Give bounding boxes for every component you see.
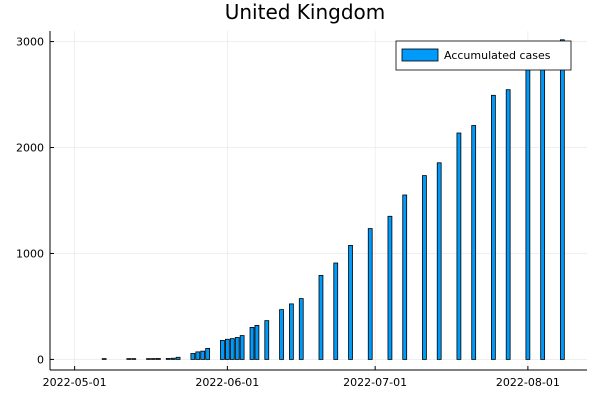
bar bbox=[175, 356, 181, 360]
bar bbox=[249, 327, 255, 360]
bar bbox=[505, 89, 511, 360]
bar bbox=[318, 274, 324, 360]
bar bbox=[151, 358, 156, 360]
bar bbox=[101, 358, 107, 360]
bar bbox=[220, 340, 225, 360]
bar bbox=[436, 162, 442, 360]
bar bbox=[131, 358, 137, 360]
bar bbox=[224, 338, 230, 360]
bar bbox=[170, 357, 176, 360]
bar bbox=[229, 338, 235, 360]
bar bbox=[264, 320, 270, 360]
bar bbox=[367, 228, 373, 360]
bar bbox=[491, 94, 496, 360]
bar bbox=[333, 262, 339, 360]
x-tick-label: 2022-07-01 bbox=[343, 376, 407, 389]
bar bbox=[200, 350, 206, 360]
bar bbox=[165, 358, 171, 360]
bar bbox=[190, 353, 196, 360]
bar bbox=[348, 245, 353, 360]
x-tick-label: 2022-06-01 bbox=[195, 376, 259, 389]
bar bbox=[387, 215, 393, 360]
y-tick-label: 0 bbox=[37, 353, 44, 366]
chart-title: United Kingdom bbox=[225, 0, 386, 24]
bar bbox=[422, 175, 427, 360]
bar bbox=[146, 358, 151, 360]
bar bbox=[279, 309, 284, 360]
bar bbox=[195, 351, 201, 360]
bar bbox=[456, 132, 462, 360]
legend-label: Accumulated cases bbox=[444, 49, 551, 62]
y-tick-label: 2000 bbox=[16, 142, 44, 155]
bar bbox=[289, 303, 294, 360]
x-axis-ticks: 2022-05-01 2022-06-01 2022-07-01 2022-08-01 bbox=[43, 366, 560, 389]
bar bbox=[156, 358, 161, 360]
bar bbox=[254, 325, 260, 360]
x-tick-label: 2022-05-01 bbox=[43, 376, 107, 389]
bar bbox=[525, 61, 531, 360]
axes bbox=[49, 31, 587, 371]
x-tick-label: 2022-08-01 bbox=[496, 376, 560, 389]
bar bbox=[559, 39, 565, 360]
bar bbox=[126, 358, 132, 360]
bar bbox=[239, 335, 245, 360]
y-tick-label: 1000 bbox=[16, 247, 44, 260]
y-axis-ticks: 0 1000 2000 3000 bbox=[16, 36, 54, 366]
bar bbox=[471, 125, 477, 360]
y-tick-label: 3000 bbox=[16, 36, 44, 49]
bar bbox=[205, 347, 211, 360]
bar bbox=[402, 194, 408, 360]
bar bbox=[540, 56, 546, 360]
legend-box bbox=[395, 40, 572, 71]
bar bbox=[298, 298, 304, 360]
bars bbox=[101, 39, 565, 360]
bar bbox=[234, 337, 240, 360]
legend: Accumulated cases bbox=[395, 40, 572, 71]
legend-swatch bbox=[401, 48, 439, 62]
